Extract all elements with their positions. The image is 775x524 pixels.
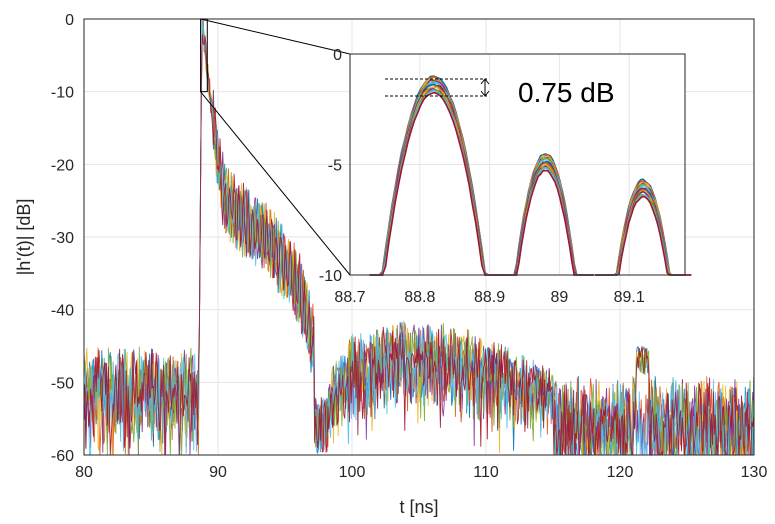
inset-y-tick-label: 0 bbox=[333, 47, 342, 64]
zoom-connector-top bbox=[200, 18, 351, 55]
main-x-tick-label: 80 bbox=[75, 464, 93, 481]
main-y-tick-label: -40 bbox=[51, 303, 74, 320]
spread-arrow-head-down bbox=[480, 90, 490, 97]
inset-x-tick-label: 88.9 bbox=[474, 289, 505, 306]
main-x-ticks: 80 90 100 110 120 130 bbox=[75, 464, 767, 481]
inset-peak-line bbox=[369, 91, 498, 276]
main-y-tick-label: -30 bbox=[51, 230, 74, 247]
zoom-indicator bbox=[200, 18, 351, 276]
inset-x-tick-label: 88.8 bbox=[404, 289, 435, 306]
main-x-tick-label: 90 bbox=[209, 464, 227, 481]
main-x-tick-label: 130 bbox=[741, 464, 768, 481]
inset-y-tick-label: -5 bbox=[328, 158, 342, 175]
zoom-box bbox=[200, 18, 208, 93]
main-y-ticks: 0 -10 -20 -30 -40 -50 -60 bbox=[51, 12, 74, 465]
y-axis-label: |h'(t)| [dB] bbox=[14, 199, 34, 276]
spread-annotation: 0.75 dB bbox=[518, 77, 615, 108]
main-y-tick-label: -60 bbox=[51, 448, 74, 465]
main-y-tick-label: -20 bbox=[51, 157, 74, 174]
inset-y-ticks: 0 -5 -10 bbox=[319, 47, 342, 285]
spread-marker: 0.75 dB bbox=[385, 77, 615, 108]
inset-plot: 88.7 88.8 88.9 89 89.1 0 -5 -10 0.75 dB bbox=[319, 47, 692, 306]
main-x-tick-label: 100 bbox=[339, 464, 366, 481]
main-y-tick-label: -50 bbox=[51, 375, 74, 392]
zoom-connector-bottom bbox=[200, 91, 351, 276]
main-series-line bbox=[83, 34, 755, 456]
inset-x-tick-label: 88.7 bbox=[334, 289, 365, 306]
x-axis-label: t [ns] bbox=[399, 497, 438, 517]
inset-x-tick-label: 89.1 bbox=[614, 289, 645, 306]
inset-axes-box bbox=[349, 53, 686, 276]
inset-y-tick-label: -10 bbox=[319, 268, 342, 285]
main-x-tick-label: 110 bbox=[473, 464, 499, 481]
main-x-tick-label: 120 bbox=[607, 464, 634, 481]
inset-x-ticks: 88.7 88.8 88.9 89 89.1 bbox=[334, 289, 644, 306]
main-y-tick-label: 0 bbox=[65, 12, 74, 29]
spread-arrow-head-up bbox=[480, 78, 490, 85]
main-axes-box bbox=[83, 18, 755, 456]
main-y-tick-label: -10 bbox=[51, 85, 74, 102]
main-series-group bbox=[83, 18, 755, 457]
inset-x-tick-label: 89 bbox=[550, 289, 568, 306]
